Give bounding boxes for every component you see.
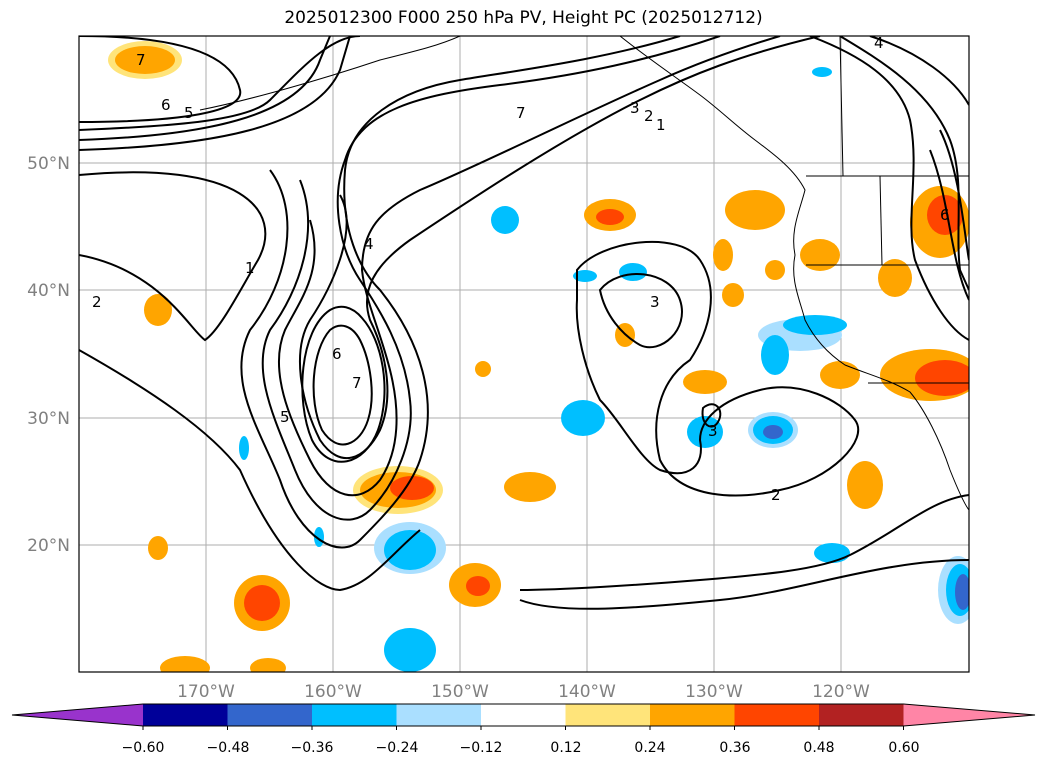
lon-label: 170°W	[177, 682, 235, 702]
lat-label: 30°N	[27, 409, 70, 429]
lat-label: 40°N	[27, 281, 70, 301]
colorbar-tick-label: 0.12	[550, 740, 581, 756]
contour-label: 6	[940, 206, 950, 224]
colorbar-tick-label: −0.60	[122, 740, 165, 756]
latitude-labels: 50°N 40°N 30°N 20°N	[27, 154, 70, 556]
lon-label: 140°W	[558, 682, 616, 702]
lon-label: 130°W	[685, 682, 743, 702]
colorbar-tick-label: −0.36	[291, 740, 334, 756]
pv-negative-patches	[239, 67, 969, 672]
colorbar-segment	[312, 704, 397, 726]
colorbar-extend-right	[903, 704, 1035, 726]
pv-positive-patches	[108, 41, 969, 672]
colorbar-segment	[565, 704, 651, 726]
colorbar-tick-label: −0.48	[207, 740, 250, 756]
lat-label: 50°N	[27, 154, 70, 174]
contour-label: 3	[650, 293, 660, 311]
colorbar-tick-label: 0.36	[719, 740, 750, 756]
contour-label: 1	[656, 116, 666, 134]
contour-label: 4	[364, 235, 374, 253]
contour-label: 2	[92, 293, 102, 311]
colorbar-segment	[819, 704, 904, 726]
longitude-labels: 170°W 160°W 150°W 140°W 130°W 120°W	[177, 682, 870, 702]
colorbar-tick-label: −0.12	[460, 740, 503, 756]
colorbar-tick-label: −0.24	[376, 740, 419, 756]
colorbar-extend-left	[12, 704, 143, 726]
contour-label: 6	[161, 96, 171, 114]
contour-labels: 7 6 5 1 2 4 6 7 5 7 3 2 1 3 3 2 4 6	[92, 34, 950, 504]
contour-label: 3	[630, 99, 640, 117]
lat-label: 20°N	[27, 536, 70, 556]
colorbar-segment	[650, 704, 735, 726]
contour-label: 2	[644, 107, 654, 125]
contour-label: 7	[136, 51, 146, 69]
contour-label: 6	[332, 345, 342, 363]
contour-label: 4	[874, 34, 884, 52]
gridlines	[79, 36, 969, 672]
contour-label: 5	[184, 104, 194, 122]
colorbar-tick-label: 0.60	[888, 740, 919, 756]
colorbar-segment	[481, 704, 566, 726]
colorbar-tick-label: 0.48	[803, 740, 834, 756]
contour-label: 5	[280, 408, 290, 426]
colorbar	[11, 703, 1036, 730]
colorbar-segment	[734, 704, 820, 726]
coastlines	[199, 36, 969, 511]
height-contours	[79, 36, 969, 610]
contour-label: 7	[352, 374, 362, 392]
lon-label: 150°W	[431, 682, 489, 702]
colorbar-tick-label: 0.24	[634, 740, 665, 756]
colorbar-segment	[227, 704, 313, 726]
lon-label: 120°W	[812, 682, 870, 702]
colorbar-segment	[143, 704, 228, 726]
map-title: 2025012300 F000 250 hPa PV, Height PC (2…	[284, 8, 763, 28]
contour-label: 3	[708, 422, 718, 440]
contour-label: 1	[245, 259, 255, 277]
lon-label: 160°W	[304, 682, 362, 702]
map-frame	[78, 35, 970, 673]
colorbar-segment	[396, 704, 482, 726]
contour-label: 7	[516, 104, 526, 122]
contour-label: 2	[771, 486, 781, 504]
colorbar-tick-labels: −0.60 −0.48 −0.36 −0.24 −0.12 0.12 0.24 …	[122, 740, 920, 756]
